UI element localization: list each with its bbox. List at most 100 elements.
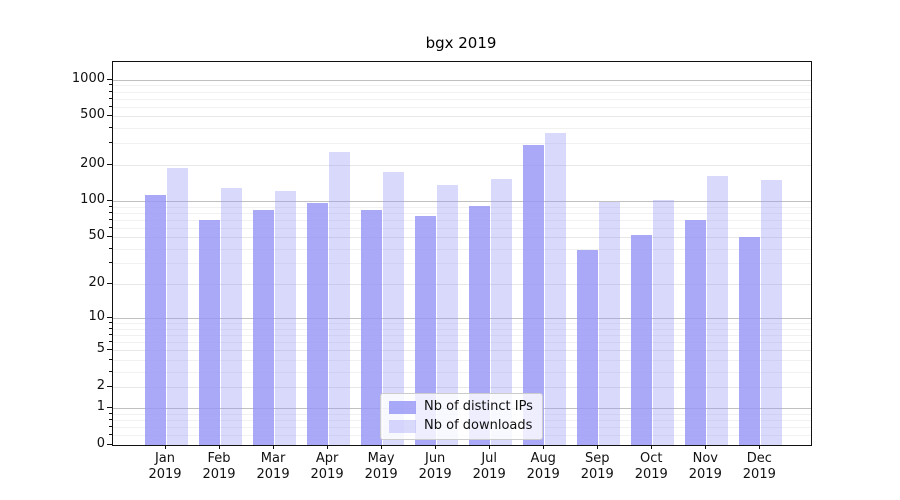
bar-downloads-mar [274, 191, 296, 445]
y-tick [107, 236, 112, 238]
y-tick [107, 407, 112, 409]
x-tick [597, 445, 599, 449]
gridline-labeled [113, 237, 811, 239]
y-minor-tick [109, 90, 112, 92]
x-tick [759, 445, 761, 449]
y-minor-tick [109, 84, 112, 86]
gridline-labeled [113, 350, 811, 352]
gridline-minor [113, 328, 811, 330]
gridline-minor [113, 335, 811, 337]
x-tick [651, 445, 653, 449]
bar-downloads-apr [328, 152, 350, 445]
legend-swatch-distinct-ips-icon [389, 400, 416, 414]
gridline-labeled [113, 116, 811, 118]
gridline-minor [113, 91, 811, 93]
y-minor-tick [109, 370, 112, 372]
x-tick-label: Mar 2019 [256, 451, 290, 482]
x-tick-label: Nov 2019 [688, 451, 722, 482]
x-tick [165, 445, 166, 449]
y-tick [107, 200, 112, 202]
legend-item-distinct-ips: Nb of distinct IPs [389, 400, 533, 414]
bar-downloads-nov [706, 176, 728, 445]
x-tick-label: Aug 2019 [526, 451, 560, 482]
bar-distinct-ips-jul [468, 205, 490, 445]
bar-distinct-ips-dec [738, 237, 760, 445]
x-tick-label: Sep 2019 [580, 451, 614, 482]
y-tick [107, 115, 112, 117]
y-tick-label: 5 [96, 341, 105, 357]
y-tick [107, 283, 112, 285]
bar-distinct-ips-sep [576, 249, 598, 445]
gridline-minor [113, 143, 811, 145]
gridline-minor [113, 248, 811, 250]
x-tick-label: Jul 2019 [472, 451, 506, 482]
y-minor-tick [109, 434, 112, 436]
gridline-major [113, 79, 811, 81]
gridline-minor [113, 106, 811, 108]
gridline-major [113, 318, 811, 320]
y-minor-tick [109, 426, 112, 428]
y-tick-label: 50 [88, 228, 105, 244]
legend-label-distinct-ips: Nb of distinct IPs [424, 399, 533, 414]
x-tick-label: Dec 2019 [742, 451, 776, 482]
gridline-minor [113, 212, 811, 214]
bar-downloads-feb [220, 188, 242, 445]
x-tick [489, 445, 491, 449]
bar-distinct-ips-may [360, 209, 382, 445]
gridline-minor [113, 206, 811, 208]
gridline-major [113, 201, 811, 203]
bar-downloads-jun [436, 185, 458, 445]
y-minor-tick [109, 341, 112, 343]
x-tick-label: May 2019 [364, 451, 398, 482]
gridline-labeled [113, 164, 811, 166]
y-minor-tick [109, 127, 112, 129]
bar-downloads-jul [490, 179, 512, 445]
gridline-minor [113, 371, 811, 373]
bar-downloads-oct [652, 199, 674, 445]
y-tick [107, 349, 112, 351]
x-tick [327, 445, 329, 449]
x-tick-label: Oct 2019 [634, 451, 668, 482]
x-tick-label: Jan 2019 [148, 451, 182, 482]
y-minor-tick [109, 105, 112, 107]
gridline-minor [113, 359, 811, 361]
gridline-minor [113, 85, 811, 87]
y-minor-tick [109, 334, 112, 336]
x-tick [381, 445, 383, 449]
legend-label-downloads: Nb of downloads [424, 418, 533, 433]
bar-distinct-ips-nov [684, 219, 706, 445]
y-tick-label: 0 [96, 436, 105, 451]
y-tick [107, 317, 112, 319]
x-tick [273, 445, 275, 449]
bar-downloads-dec [760, 180, 782, 445]
x-tick-label: Apr 2019 [310, 451, 344, 482]
plot-area [112, 61, 812, 446]
x-tick [219, 445, 221, 449]
x-tick-label: Feb 2019 [202, 451, 236, 482]
gridline-minor [113, 342, 811, 344]
bar-distinct-ips-oct [630, 235, 652, 445]
y-minor-tick [109, 205, 112, 207]
y-minor-tick [109, 327, 112, 329]
y-tick [107, 444, 112, 445]
x-tick [705, 445, 707, 449]
bar-distinct-ips-apr [306, 202, 328, 445]
y-tick [107, 385, 112, 387]
gridline-minor [113, 227, 811, 229]
y-tick-label: 100 [80, 192, 105, 208]
legend-swatch-downloads-icon [389, 419, 416, 433]
y-tick-label: 1000 [71, 70, 105, 86]
y-minor-tick [109, 97, 112, 99]
gridline-labeled [113, 284, 811, 286]
gridline-minor [113, 98, 811, 100]
legend: Nb of distinct IPs Nb of downloads [380, 393, 543, 440]
y-tick-label: 20 [88, 275, 105, 291]
legend-item-downloads: Nb of downloads [389, 419, 533, 433]
y-tick-label: 2 [96, 377, 105, 393]
y-minor-tick [109, 412, 112, 414]
y-tick-label: 1 [96, 399, 105, 415]
gridline-minor [113, 263, 811, 265]
y-minor-tick [109, 142, 112, 144]
y-minor-tick [109, 322, 112, 324]
bar-distinct-ips-mar [252, 209, 274, 445]
